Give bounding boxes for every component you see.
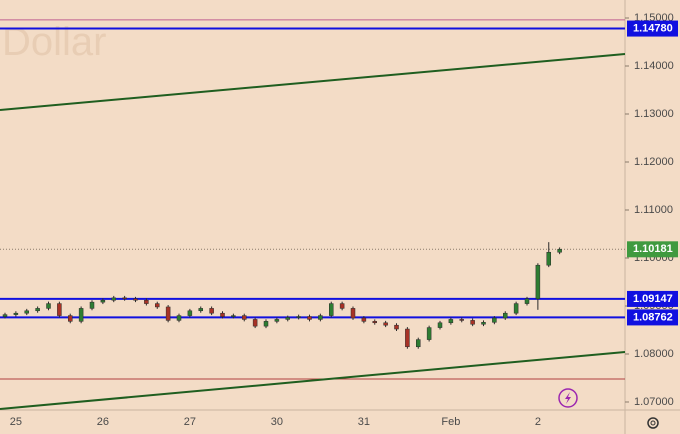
level-label: 1.09147	[633, 293, 673, 305]
trend-line	[0, 53, 626, 112]
last-price-tag	[627, 241, 678, 258]
x-tick-label: 26	[97, 416, 109, 428]
candle-body	[46, 303, 51, 309]
y-tick-label: 1.08000	[634, 348, 674, 360]
candle-body	[329, 303, 334, 316]
candle-body	[492, 317, 497, 323]
candle-body	[176, 315, 182, 321]
level-tag	[627, 309, 678, 326]
x-tick-label: 31	[358, 416, 370, 428]
candle-body	[100, 299, 106, 303]
candle-body	[285, 317, 290, 320]
candle-body	[470, 320, 475, 325]
x-tick-label: Feb	[441, 416, 460, 428]
candle-body	[339, 303, 345, 309]
level-tag	[627, 20, 678, 37]
candle-body	[426, 327, 432, 340]
candle-body	[448, 319, 454, 324]
candle-body	[89, 301, 95, 309]
x-tick-label: 25	[10, 416, 22, 428]
watermark: Dollar	[2, 20, 106, 64]
candle-body	[13, 312, 19, 315]
candle-body	[165, 306, 171, 321]
candle-body	[394, 324, 399, 330]
candle-body	[372, 321, 377, 324]
level-label: 1.08762	[633, 311, 673, 323]
candle-body	[57, 303, 62, 316]
candle-body	[198, 308, 203, 312]
y-tick-label: 1.14000	[634, 60, 674, 72]
candle-body	[263, 321, 269, 327]
x-tick-label: 2	[535, 416, 541, 428]
candle-body	[78, 308, 84, 322]
candle-body	[252, 319, 258, 327]
candle-body	[155, 303, 160, 308]
y-tick-label: 1.07000	[634, 396, 674, 408]
candle-body	[2, 314, 8, 317]
candle-body	[187, 310, 193, 316]
x-tick-label: 30	[271, 416, 283, 428]
candle-body	[524, 298, 530, 304]
candle-body	[220, 312, 225, 317]
lightning-icon[interactable]	[558, 388, 578, 408]
candle-body	[405, 328, 410, 348]
candle-body	[209, 308, 214, 314]
candle-body	[35, 308, 40, 312]
candle-body	[133, 298, 138, 301]
trend-line	[0, 350, 626, 410]
candle-body	[318, 315, 323, 320]
candle-body	[274, 319, 280, 322]
candle-body	[513, 303, 519, 314]
candle-body	[361, 317, 367, 322]
settings-icon[interactable]	[647, 417, 659, 429]
candle-body	[122, 297, 127, 300]
candle-body	[307, 316, 312, 320]
candle-body	[557, 249, 562, 253]
candle-body	[535, 264, 541, 300]
candle-body	[68, 315, 73, 322]
candle-body	[383, 322, 388, 326]
candle-body	[546, 251, 551, 266]
last-price-label: 1.10181	[633, 243, 673, 255]
candle-body	[350, 308, 356, 319]
y-tick-label: 1.11000	[634, 204, 673, 216]
x-tick-label: 27	[184, 416, 196, 428]
candle-body	[437, 322, 443, 328]
candle-body	[296, 316, 301, 318]
candle-body	[24, 310, 29, 314]
y-tick-label: 1.12000	[634, 156, 674, 168]
candle-body	[242, 315, 247, 320]
level-label: 1.14780	[633, 22, 673, 34]
candle-body	[503, 312, 508, 319]
candle-body	[111, 297, 116, 301]
candle-body	[459, 319, 464, 321]
level-tag	[627, 290, 678, 307]
candle-body	[144, 299, 149, 304]
candle-body	[231, 315, 236, 317]
candle-body	[481, 322, 486, 325]
candle-body	[416, 339, 421, 348]
y-tick-label: 1.13000	[634, 108, 674, 120]
